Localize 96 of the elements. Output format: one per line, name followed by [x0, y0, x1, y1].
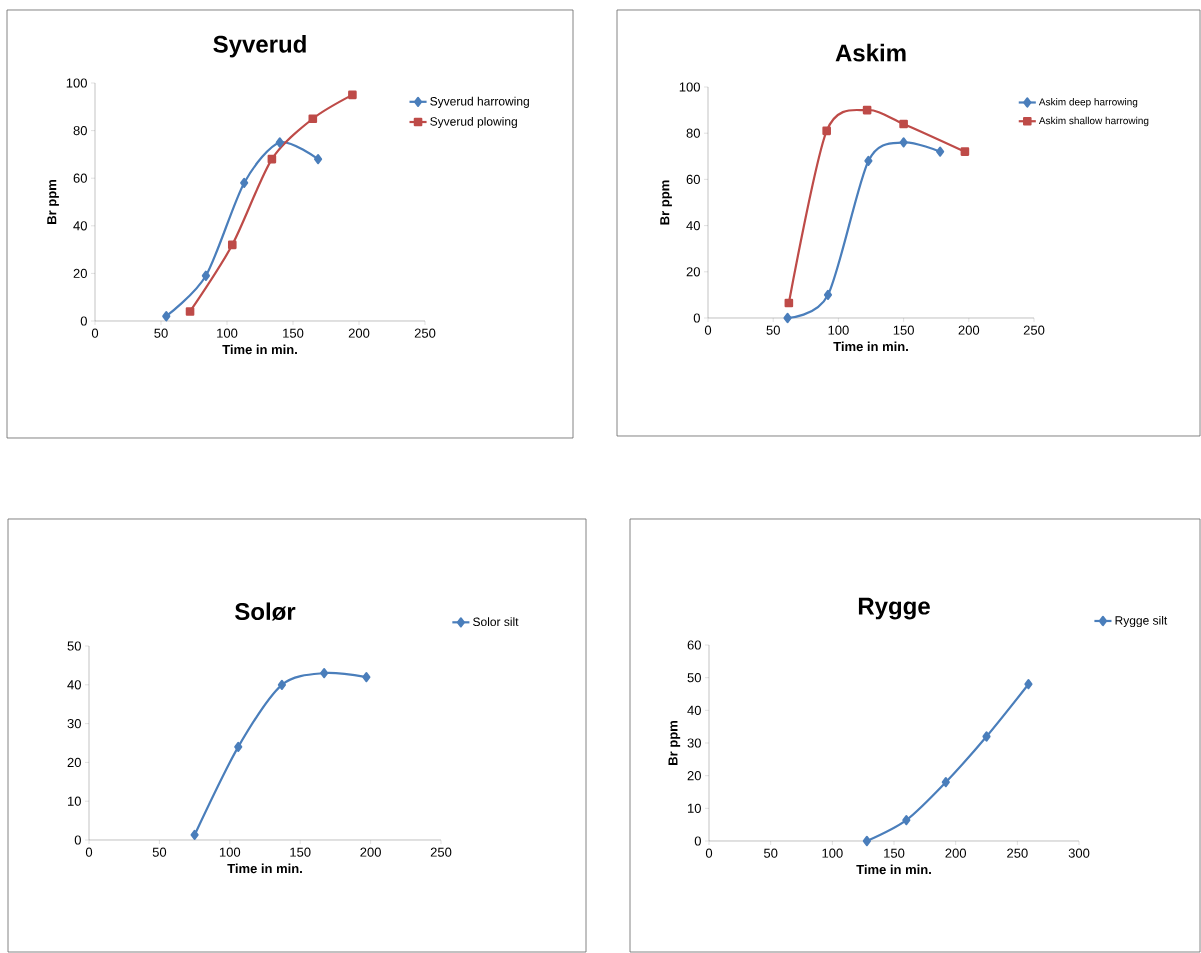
- legend-label: Askim shallow harrowing: [1038, 116, 1149, 127]
- x-tick-label: 0: [91, 328, 99, 338]
- x-tick-label: 50: [763, 848, 778, 858]
- y-tick-label: 80: [686, 128, 700, 138]
- legend-label: Syverud plowing: [430, 116, 517, 129]
- x-tick-label: 100: [219, 847, 241, 857]
- point: [308, 114, 318, 123]
- chart-title: Rygge: [858, 597, 930, 620]
- legend-label: Syverud harrowing: [430, 96, 529, 108]
- x-tick-label: 200: [348, 328, 370, 338]
- point: [185, 307, 195, 316]
- y-tick-label: 30: [67, 719, 81, 729]
- point: [267, 154, 277, 164]
- y-tick-label: 0: [80, 316, 87, 326]
- y-tick-label: 0: [694, 836, 701, 846]
- y-axis-title: Br ppm: [668, 721, 681, 765]
- y-tick-label: 80: [73, 125, 87, 136]
- x-tick-label: 200: [360, 847, 381, 857]
- point: [277, 679, 286, 690]
- point: [227, 240, 237, 250]
- y-tick-label: 60: [687, 640, 701, 650]
- x-tick-label: 50: [154, 328, 168, 338]
- y-axis-title: Br ppm: [47, 180, 59, 224]
- x-axis-title: Time in min.: [856, 864, 931, 875]
- y-tick-label: 40: [73, 221, 87, 231]
- y-tick-label: 30: [687, 738, 701, 748]
- point: [275, 137, 284, 148]
- x-axis-title: Time in min.: [222, 344, 297, 355]
- point: [784, 298, 794, 308]
- point: [240, 177, 249, 189]
- x-tick-label: 200: [958, 325, 980, 335]
- chart-title: Askim: [835, 43, 906, 62]
- y-tick-label: 40: [67, 680, 81, 690]
- point: [899, 119, 908, 129]
- x-axis-title: Time in min.: [833, 341, 908, 352]
- legend-label: Rygge silt: [1115, 615, 1168, 628]
- x-tick-label: 200: [945, 848, 967, 858]
- point: [982, 731, 991, 742]
- x-tick-label: 250: [430, 847, 452, 857]
- point: [162, 311, 171, 322]
- point: [864, 155, 873, 167]
- x-tick-label: 150: [884, 848, 905, 858]
- y-tick-label: 60: [686, 174, 700, 184]
- chart-title: Syverud: [213, 35, 306, 58]
- x-tick-label: 150: [283, 328, 304, 338]
- x-tick-label: 150: [290, 847, 311, 857]
- y-tick-label: 10: [68, 796, 81, 806]
- point: [822, 126, 831, 136]
- point: [899, 137, 908, 148]
- x-tick-label: 250: [1023, 325, 1045, 335]
- y-tick-label: 20: [67, 757, 81, 767]
- x-tick-label: 50: [152, 847, 167, 857]
- point: [313, 154, 323, 165]
- x-tick-label: 50: [766, 325, 780, 335]
- point: [960, 147, 970, 156]
- point: [320, 668, 329, 679]
- x-tick-label: 0: [705, 848, 713, 858]
- x-tick-label: 300: [1068, 848, 1090, 858]
- y-tick-label: 20: [687, 771, 701, 781]
- y-tick-label: 20: [686, 267, 700, 277]
- y-tick-label: 40: [687, 705, 701, 715]
- x-tick-label: 100: [217, 328, 238, 338]
- y-tick-label: 0: [693, 313, 700, 323]
- x-tick-label: 100: [828, 325, 849, 335]
- y-tick-label: 60: [73, 173, 87, 183]
- point: [348, 90, 357, 100]
- y-tick-label: 0: [74, 835, 81, 845]
- point: [190, 829, 199, 841]
- x-axis-title: Time in min.: [227, 863, 302, 874]
- y-axis-title: Br ppm: [660, 180, 672, 225]
- point: [234, 741, 243, 752]
- x-tick-label: 250: [1007, 848, 1028, 858]
- point: [1024, 679, 1033, 690]
- y-tick-label: 40: [686, 220, 700, 231]
- y-tick-label: 50: [67, 641, 81, 651]
- point: [362, 671, 371, 683]
- point: [862, 105, 872, 115]
- x-tick-label: 0: [704, 325, 712, 335]
- point: [902, 814, 911, 826]
- x-tick-label: 250: [414, 328, 436, 338]
- legend-label: Askim deep harrowing: [1038, 98, 1138, 108]
- point: [201, 270, 210, 281]
- x-tick-label: 100: [822, 848, 843, 858]
- y-tick-label: 100: [66, 78, 87, 88]
- y-tick-label: 50: [687, 673, 701, 683]
- chart-title: Solør: [235, 602, 296, 621]
- x-tick-label: 150: [893, 325, 914, 335]
- legend-label: Solor silt: [473, 617, 519, 627]
- y-tick-label: 100: [679, 82, 700, 92]
- point: [862, 835, 871, 847]
- point: [936, 146, 945, 157]
- point: [783, 312, 792, 324]
- y-tick-label: 20: [73, 268, 87, 278]
- point: [941, 777, 950, 788]
- y-tick-label: 10: [688, 803, 701, 813]
- point: [823, 289, 833, 300]
